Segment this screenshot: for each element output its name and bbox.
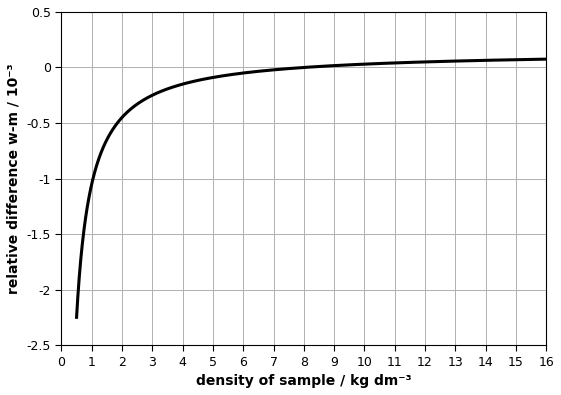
X-axis label: density of sample / kg dm⁻³: density of sample / kg dm⁻³ <box>196 374 412 388</box>
Y-axis label: relative difference w-m / 10⁻³: relative difference w-m / 10⁻³ <box>7 63 21 294</box>
